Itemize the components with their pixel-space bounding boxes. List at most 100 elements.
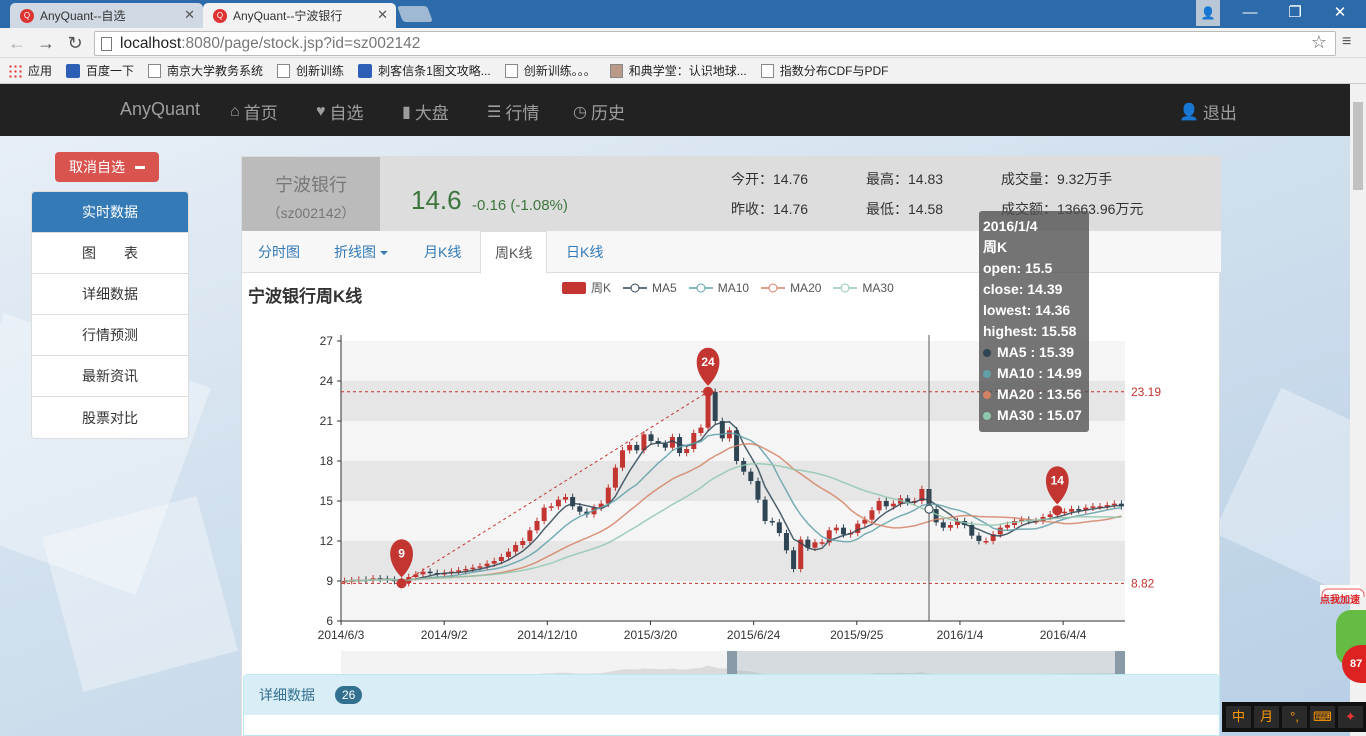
forward-arrow-icon[interactable]: → — [37, 33, 55, 53]
candle-body — [798, 539, 804, 569]
legend-candle-swatch — [562, 281, 586, 294]
candle-body — [555, 499, 561, 507]
bookmark-earth[interactable]: 和典学堂：认识地球... — [609, 62, 747, 79]
candle-body — [755, 481, 761, 500]
reload-icon[interactable]: ↻ — [67, 33, 83, 53]
nav-history[interactable]: ◷ 历史 — [573, 99, 625, 124]
bookmark-label: 百度一下 — [86, 64, 135, 78]
y-tick-label: 9 — [326, 574, 333, 588]
browser-tab-strip: Q AnyQuant--自选 ✕ Q AnyQuant--宁波银行 ✕ 👤 — … — [0, 0, 1366, 28]
mark-point-pin — [1045, 466, 1069, 505]
minimize-button[interactable]: — — [1242, 4, 1258, 21]
candle-body — [634, 445, 640, 451]
candle-body — [698, 427, 704, 433]
legend-item-ma30[interactable]: MA30 — [833, 281, 894, 295]
tooltip-open: open: 15.5 — [983, 260, 1053, 276]
bookmark-nju[interactable]: 南京大学教务系统 — [148, 62, 263, 79]
bookmark-label: 应用 — [28, 64, 53, 78]
close-tab-icon[interactable]: ✕ — [184, 7, 195, 22]
legend-item-ma5[interactable]: MA5 — [623, 281, 677, 295]
close-tab-icon[interactable]: ✕ — [377, 7, 388, 22]
page-scrollbar[interactable] — [1350, 84, 1366, 736]
browser-menu-icon[interactable]: ≡ — [1342, 33, 1352, 50]
page-icon — [504, 63, 518, 78]
profile-icon[interactable]: 👤 — [1196, 0, 1220, 26]
open-field: 今开：14.76 — [731, 169, 808, 189]
candle-body — [933, 509, 939, 523]
candle-body — [819, 542, 825, 544]
legend-item-ma10[interactable]: MA10 — [688, 280, 750, 295]
candle-body — [605, 487, 611, 504]
speed-up-widget[interactable] — [1318, 507, 1366, 597]
brand-logo[interactable]: AnyQuant — [120, 99, 201, 119]
legend-item-ma20[interactable]: MA20 — [761, 281, 821, 295]
address-bar[interactable]: localhost:8080/page/stock.jsp?id=sz00214… — [94, 31, 1336, 56]
open-value: 14.76 — [773, 171, 809, 187]
browser-tab-stock[interactable]: Q AnyQuant--宁波银行 ✕ — [203, 3, 396, 28]
bookmark-label: 创新训练。。。 — [523, 64, 596, 78]
nav-watchlist[interactable]: ♥ 自选 — [316, 99, 364, 124]
candle-body — [427, 571, 433, 574]
candle-body — [513, 545, 519, 552]
page-icon — [148, 63, 162, 78]
tab-line-chart[interactable]: 折线图 — [320, 231, 402, 273]
sidebar-item-forecast[interactable]: 行情预测 — [32, 315, 188, 356]
bookmark-innovation-2[interactable]: 创新训练。。。 — [504, 62, 596, 79]
sidebar-item-realtime[interactable]: 实时数据 — [32, 192, 188, 233]
candle-body — [833, 527, 839, 531]
sidebar-item-compare[interactable]: 股票对比 — [82, 409, 138, 426]
bookmark-apps[interactable]: 应用 — [8, 62, 52, 79]
bookmark-label: 刺客信条1图文攻略... — [378, 64, 491, 78]
x-tick-label: 2014/6/3 — [318, 628, 365, 642]
back-arrow-icon[interactable]: ← — [8, 33, 26, 53]
ma5-line — [344, 421, 1122, 582]
candle-body — [620, 450, 626, 468]
ime-chinese-icon[interactable]: 中 — [1226, 706, 1251, 728]
unfollow-button[interactable]: 取消自选 — [55, 152, 159, 182]
tooltip-ma20: MA20 : 13.56 — [997, 386, 1082, 402]
user-icon: 👤 — [1179, 103, 1199, 121]
tab-weekly-k[interactable]: 周K线 — [480, 231, 548, 274]
bookmark-star-icon[interactable]: ☆ — [1310, 32, 1327, 52]
tab-label: 折线图 — [334, 244, 376, 260]
new-tab-button[interactable] — [397, 6, 433, 22]
app-tray-icon[interactable]: ✦ — [1338, 706, 1363, 728]
bookmark-label: 和典学堂：认识地球... — [628, 64, 747, 78]
tab-daily-k[interactable]: 日K线 — [552, 231, 617, 273]
nav-label: 退出 — [1202, 104, 1237, 123]
sidebar-item-charts[interactable]: 图 表 — [32, 233, 188, 274]
sidebar-item-details[interactable]: 详细数据 — [32, 274, 188, 315]
nav-home[interactable]: ⌂ 首页 — [230, 99, 278, 124]
candle-body — [983, 541, 989, 543]
legend-item-weekly-k[interactable]: 周K — [562, 279, 611, 296]
grid-band — [341, 581, 1125, 621]
candle-body — [1118, 503, 1124, 507]
nav-quotes[interactable]: ☰ 行情 — [487, 99, 539, 124]
nav-market[interactable]: ▮ 大盘 — [402, 99, 449, 124]
restore-button[interactable]: ❐ — [1288, 4, 1302, 21]
scrollbar-thumb[interactable] — [1353, 102, 1363, 190]
sidebar-item-news[interactable]: 最新资讯 — [32, 356, 188, 397]
bookmark-innovation[interactable]: 创新训练 — [277, 62, 344, 79]
bar-chart-icon: ▮ — [402, 103, 411, 121]
nav-logout[interactable]: 👤 退出 — [1179, 99, 1237, 124]
moon-icon[interactable]: 月 — [1254, 706, 1279, 728]
candle-body — [791, 550, 797, 569]
bookmark-cdf[interactable]: 指数分布CDF与PDF — [760, 62, 888, 79]
candle-body — [1111, 503, 1117, 506]
grid-band — [341, 501, 1125, 541]
candle-body — [919, 489, 925, 501]
keyboard-icon[interactable]: ⌨ — [1310, 706, 1335, 728]
details-panel-header[interactable]: 详细数据 26 — [244, 675, 1219, 715]
bookmark-baidu[interactable]: 百度一下 — [66, 62, 134, 79]
close-window-button[interactable]: ✕ — [1333, 4, 1347, 21]
bookmark-assassins[interactable]: 刺客信条1图文攻略... — [358, 62, 491, 79]
speed-up-label[interactable]: 点我加速 — [1320, 595, 1360, 606]
tab-monthly-k[interactable]: 月K线 — [410, 231, 475, 273]
punctuation-icon[interactable]: °, — [1282, 706, 1307, 728]
tooltip-ma20-row: MA20 : 13.56 — [983, 384, 1085, 405]
tab-intraday[interactable]: 分时图 — [244, 231, 314, 273]
browser-tab-watchlist[interactable]: Q AnyQuant--自选 ✕ — [10, 3, 203, 28]
legend-label: MA10 — [717, 280, 750, 295]
legend-label: MA20 — [790, 280, 822, 295]
